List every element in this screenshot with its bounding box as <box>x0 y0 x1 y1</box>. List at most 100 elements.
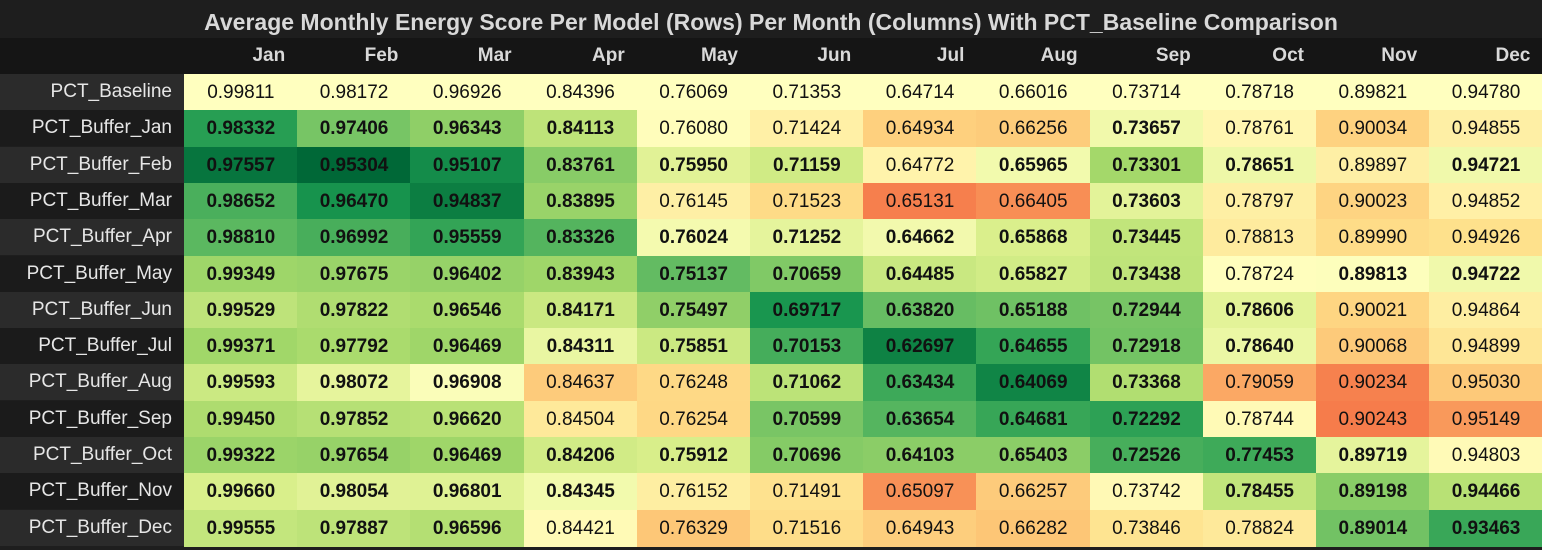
heatmap-cell: 0.94926 <box>1429 219 1542 257</box>
heatmap-cell: 0.96992 <box>297 219 411 257</box>
heatmap-cell: 0.98054 <box>297 473 411 511</box>
row-label-pct-buffer-oct: PCT_Buffer_Oct <box>0 437 184 473</box>
heatmap-cell: 0.96469 <box>410 328 525 366</box>
heatmap-cell: 0.96926 <box>410 74 525 111</box>
row-label-pct-buffer-jun: PCT_Buffer_Jun <box>0 291 184 328</box>
heatmap-cell: 0.89821 <box>1316 74 1430 111</box>
row-label-pct-buffer-jul: PCT_Buffer_Jul <box>0 328 184 365</box>
heatmap-cell: 0.66282 <box>976 509 1091 547</box>
heatmap-cell: 0.89897 <box>1316 146 1430 184</box>
heatmap-cell: 0.95107 <box>410 146 525 184</box>
heatmap-cell: 0.96546 <box>410 291 525 329</box>
heatmap-cell: 0.73445 <box>1089 219 1204 257</box>
row-label-pct-buffer-nov: PCT_Buffer_Nov <box>0 473 184 510</box>
heatmap-cell: 0.72292 <box>1089 400 1204 438</box>
heatmap-cell: 0.66257 <box>976 473 1091 511</box>
heatmap-cell: 0.93463 <box>1429 509 1542 547</box>
heatmap-cell: 0.65403 <box>976 437 1091 474</box>
heatmap-cell: 0.65965 <box>976 146 1091 184</box>
heatmap-cell: 0.89813 <box>1316 255 1430 293</box>
heatmap-cell: 0.96343 <box>410 110 525 148</box>
heatmap-cell: 0.66016 <box>976 74 1091 111</box>
heatmap-cell: 0.83761 <box>523 146 638 184</box>
heatmap-cell: 0.96620 <box>410 400 525 438</box>
heatmap-cell: 0.98072 <box>297 364 411 402</box>
heatmap-cell: 0.99811 <box>184 74 298 111</box>
heatmap-cell: 0.94780 <box>1429 74 1542 111</box>
heatmap-cell: 0.72944 <box>1089 291 1204 329</box>
heatmap-cell: 0.90034 <box>1316 110 1430 148</box>
column-header-jun: Jun <box>817 45 852 66</box>
heatmap-cell: 0.72526 <box>1089 437 1204 474</box>
heatmap-cell: 0.94721 <box>1429 146 1542 184</box>
heatmap-cell: 0.76254 <box>636 400 751 438</box>
heatmap-cell: 0.95559 <box>410 219 525 257</box>
heatmap-cell: 0.90234 <box>1316 364 1430 402</box>
heatmap-cell: 0.99660 <box>184 473 298 511</box>
heatmap-cell: 0.76080 <box>636 110 751 148</box>
heatmap-cell: 0.62697 <box>863 328 977 366</box>
heatmap-cell: 0.73368 <box>1089 364 1204 402</box>
row-label-pct-buffer-sep: PCT_Buffer_Sep <box>0 400 184 437</box>
heatmap-cell: 0.76329 <box>636 509 751 547</box>
heatmap-cell: 0.84113 <box>523 110 638 148</box>
heatmap-cell: 0.90068 <box>1316 328 1430 366</box>
heatmap-cell: 0.97822 <box>297 291 411 329</box>
heatmap-cell: 0.73301 <box>1089 146 1204 184</box>
row-label-pct-buffer-jan: PCT_Buffer_Jan <box>0 110 184 147</box>
heatmap-cell: 0.96801 <box>410 473 525 511</box>
heatmap-cell: 0.75912 <box>636 437 751 474</box>
heatmap-cell: 0.63820 <box>863 291 977 329</box>
heatmap-cell: 0.78640 <box>1202 328 1317 366</box>
heatmap-cell: 0.97887 <box>297 509 411 547</box>
heatmap-cell: 0.65131 <box>863 182 977 220</box>
heatmap-cell: 0.98652 <box>184 182 298 220</box>
heatmap-cell: 0.64069 <box>976 364 1091 402</box>
heatmap-cell: 0.70659 <box>750 255 864 293</box>
heatmap-cell: 0.78724 <box>1202 255 1317 293</box>
heatmap-cell: 0.90243 <box>1316 400 1430 438</box>
column-header-feb: Feb <box>364 45 399 66</box>
heatmap-cell: 0.78455 <box>1202 473 1317 511</box>
row-label-pct-buffer-feb: PCT_Buffer_Feb <box>0 146 184 183</box>
heatmap-cell: 0.63434 <box>863 364 977 402</box>
heatmap-cell: 0.94855 <box>1429 110 1542 148</box>
heatmap-cell: 0.98172 <box>297 74 411 111</box>
heatmap-cell: 0.73742 <box>1089 473 1204 511</box>
column-header-apr: Apr <box>592 45 625 66</box>
heatmap-cell: 0.95030 <box>1429 364 1542 402</box>
heatmap-cell: 0.84206 <box>523 437 638 474</box>
heatmap-cell: 0.99555 <box>184 509 298 547</box>
heatmap-cell: 0.78744 <box>1202 400 1317 438</box>
heatmap-cell: 0.79059 <box>1202 364 1317 402</box>
heatmap-cell: 0.84504 <box>523 400 638 438</box>
heatmap-cell: 0.90021 <box>1316 291 1430 329</box>
heatmap-cell: 0.73438 <box>1089 255 1204 293</box>
heatmap-cell: 0.65868 <box>976 219 1091 257</box>
heatmap-cell: 0.73657 <box>1089 110 1204 148</box>
heatmap-cell: 0.76024 <box>636 219 751 257</box>
heatmap-cell: 0.73846 <box>1089 509 1204 547</box>
column-header-jul: Jul <box>936 45 965 66</box>
heatmap-cell: 0.78651 <box>1202 146 1317 184</box>
heatmap-cell: 0.76248 <box>636 364 751 402</box>
heatmap-cell: 0.64103 <box>863 437 977 474</box>
heatmap-cell: 0.97675 <box>297 255 411 293</box>
heatmap-cell: 0.94803 <box>1429 437 1542 474</box>
heatmap-cell: 0.84311 <box>523 328 638 366</box>
row-label-pct-buffer-mar: PCT_Buffer_Mar <box>0 182 184 219</box>
heatmap-cell: 0.84637 <box>523 364 638 402</box>
column-header-may: May <box>701 45 738 66</box>
heatmap-cell: 0.78824 <box>1202 509 1317 547</box>
heatmap-cell: 0.94722 <box>1429 255 1542 293</box>
row-label-pct-buffer-dec: PCT_Buffer_Dec <box>0 509 184 546</box>
heatmap-cell: 0.94864 <box>1429 291 1542 329</box>
heatmap-cell: 0.71062 <box>750 364 864 402</box>
heatmap-cell: 0.96402 <box>410 255 525 293</box>
heatmap-cell: 0.69717 <box>750 291 864 329</box>
heatmap-cell: 0.75137 <box>636 255 751 293</box>
heatmap-cell: 0.64655 <box>976 328 1091 366</box>
heatmap-cell: 0.89198 <box>1316 473 1430 511</box>
heatmap-cell: 0.89990 <box>1316 219 1430 257</box>
